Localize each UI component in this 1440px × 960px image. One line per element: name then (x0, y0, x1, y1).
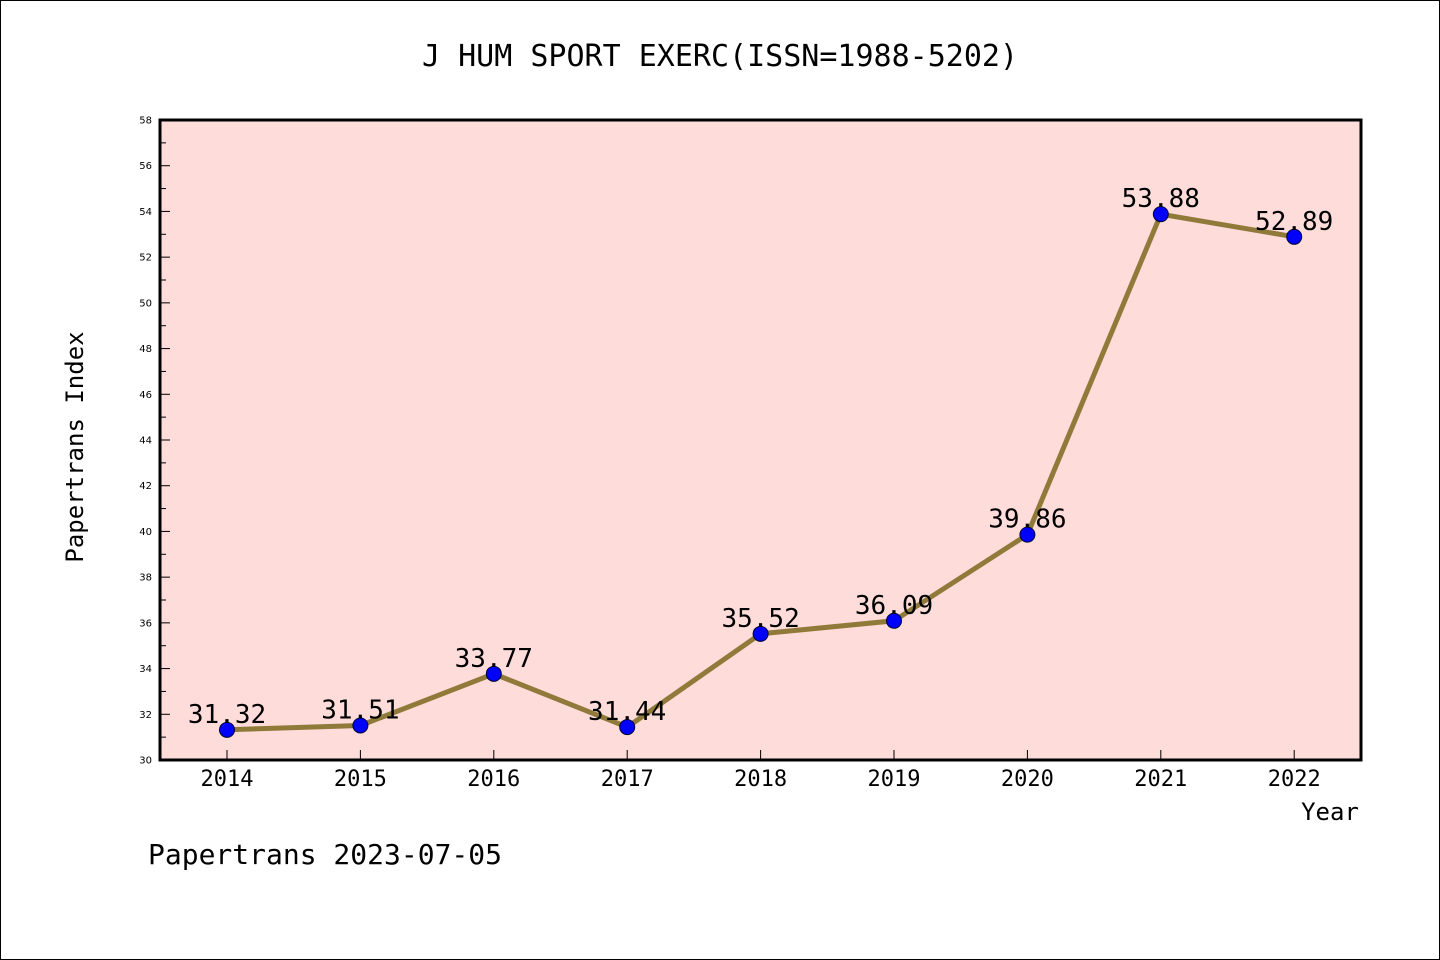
x-tick-label: 2022 (1268, 767, 1321, 792)
y-axis-label: Papertrans Index (61, 331, 89, 562)
x-axis-label: Year (1301, 798, 1359, 826)
data-point (485, 665, 502, 682)
y-tick-label: 44 (139, 436, 152, 447)
y-tick-label: 34 (139, 664, 152, 675)
x-tick-label: 2018 (734, 767, 787, 792)
y-tick-label: 50 (139, 298, 152, 309)
x-tick-label: 2017 (601, 767, 654, 792)
y-tick-label: 48 (139, 344, 152, 355)
x-tick-label: 2019 (868, 767, 921, 792)
y-tick-label: 58 (139, 116, 152, 127)
data-label: 31.51 (321, 695, 399, 725)
y-tick-label: 40 (139, 527, 152, 538)
series-markers (219, 206, 1303, 738)
y-tick-label: 46 (139, 390, 152, 401)
x-axis: 2014 2015 2016 2017 2018 2019 2020 2021 2022 (201, 750, 1321, 792)
footer-text: Papertrans 2023-07-05 (148, 838, 502, 871)
data-label: 36.09 (855, 591, 933, 621)
x-tick-label: 2014 (201, 767, 254, 792)
data-label: 39.86 (988, 505, 1066, 535)
data-point (219, 721, 235, 738)
y-tick-label: 52 (139, 253, 152, 264)
y-tick-label: 54 (139, 207, 152, 218)
data-point (886, 612, 902, 629)
data-point (752, 625, 769, 642)
y-tick-label: 38 (139, 573, 152, 584)
plot-area (160, 120, 1361, 760)
plot-border (158, 118, 1363, 762)
y-tick-label: 36 (139, 618, 152, 629)
data-label: 35.52 (721, 604, 799, 634)
x-tick-label: 2021 (1134, 767, 1187, 792)
data-label: 31.44 (588, 697, 666, 727)
y-tick-label: 56 (139, 161, 152, 172)
x-tick-label: 2015 (334, 767, 387, 792)
data-label: 53.88 (1122, 184, 1200, 214)
data-label: 31.32 (188, 700, 266, 730)
data-point (1286, 228, 1303, 245)
chart-title: J HUM SPORT EXERC(ISSN=1988-5202) (422, 39, 1018, 74)
data-point (1152, 206, 1169, 223)
x-tick-label: 2016 (467, 767, 520, 792)
x-tick-label: 2020 (1001, 767, 1054, 792)
data-labels: 31.32 31.51 33.77 31.44 35.52 36.09 39.86 53.88… (188, 184, 1333, 730)
data-point (1019, 526, 1036, 543)
data-point (352, 717, 369, 734)
data-label: 52.89 (1255, 207, 1333, 237)
data-label: 33.77 (455, 644, 533, 674)
data-point (619, 719, 636, 736)
y-tick-label: 42 (139, 481, 152, 492)
y-tick-label: 30 (139, 756, 152, 767)
y-tick-label: 32 (139, 710, 152, 721)
